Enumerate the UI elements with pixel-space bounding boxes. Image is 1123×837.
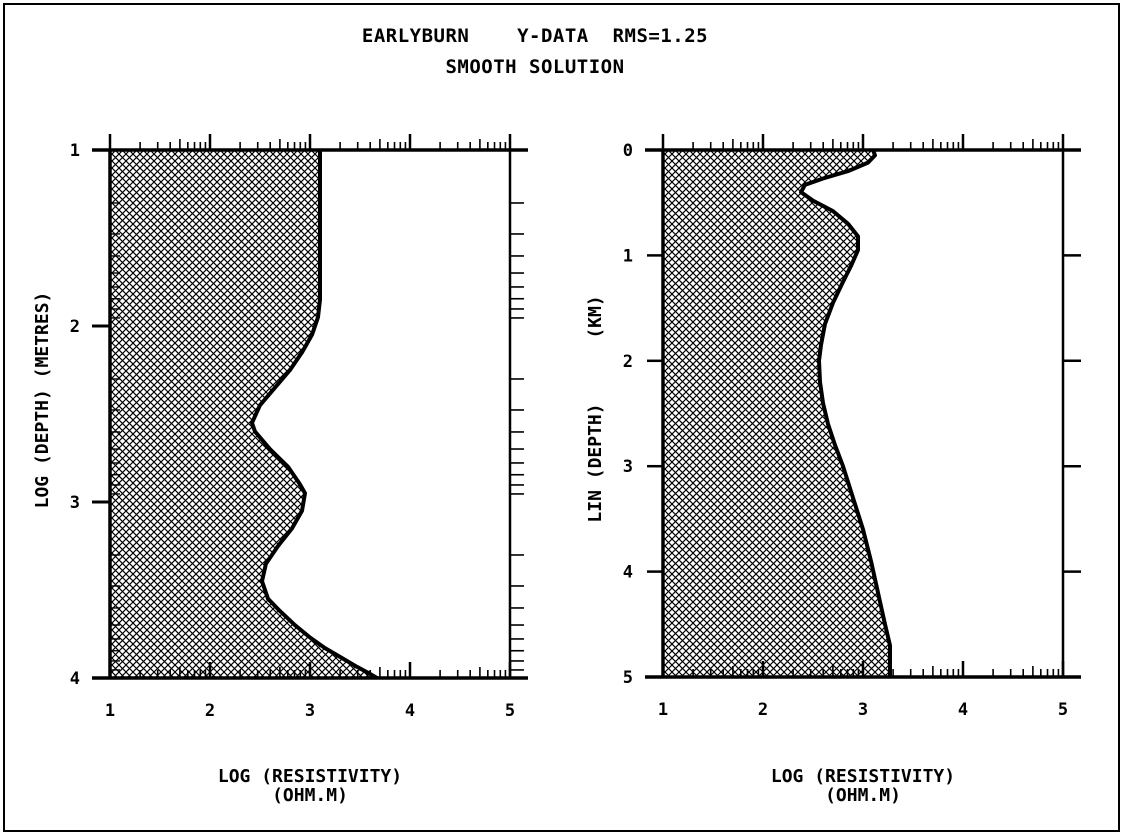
left-x-tick-label: 4: [405, 701, 415, 721]
left-x-tick-label: 2: [205, 701, 215, 721]
right-x-tick-label: 5: [1058, 700, 1068, 720]
right-x-tick-label: 4: [958, 700, 968, 720]
right-y-tick-label: 4: [623, 563, 633, 583]
left-ylabel: LOG (DEPTH) (METRES): [32, 292, 53, 509]
left-y-tick-label: 4: [70, 669, 80, 689]
chart-subtitle: SMOOTH SOLUTION: [445, 56, 624, 78]
left-fill-layer: [110, 150, 379, 680]
figure-frame: [3, 3, 1120, 832]
right-x-tick-label: 1: [658, 700, 668, 720]
right-axes-layer: 1 2 3 4 5 0 1 2 3 4 5: [623, 134, 1081, 720]
right-y-tick-label: 2: [623, 352, 633, 372]
right-y-tick-label: 3: [623, 457, 633, 477]
right-ylabel: LIN (DEPTH): [585, 403, 606, 522]
left-panel: 1 2 3 4 5 1 2 3 4 LOG (RESISTIVITY) (OHM.M) LOG …: [32, 134, 528, 806]
left-y-tick-label: 1: [70, 141, 80, 161]
left-xlabel: LOG (RESISTIVITY): [218, 766, 402, 787]
right-profile-line: [799, 149, 892, 677]
left-x-tick-label: 5: [505, 701, 515, 721]
right-y-tick-label: 1: [623, 246, 633, 266]
left-x-tick-label: 3: [305, 701, 315, 721]
left-y-tick-label: 2: [70, 317, 80, 337]
right-yunit: (KM): [585, 295, 606, 338]
right-profile-fill: [663, 150, 890, 677]
left-x-tick-label: 1: [105, 701, 115, 721]
left-xunit: (OHM.M): [272, 785, 348, 806]
left-profile-line: [250, 150, 379, 680]
left-y-tick-label: 3: [70, 493, 80, 513]
right-fill-layer: [663, 149, 892, 677]
right-xunit: (OHM.M): [825, 785, 901, 806]
right-x-tick-label: 3: [858, 700, 868, 720]
right-panel: 1 2 3 4 5 0 1 2 3 4 5 LOG (RESISTIVITY) (OHM.M) LI…: [585, 134, 1081, 806]
left-profile-fill: [110, 150, 377, 678]
right-xlabel: LOG (RESISTIVITY): [771, 766, 955, 787]
chart-title: EARLYBURN Y-DATA RMS=1.25: [362, 25, 708, 47]
left-axes-layer: 1 2 3 4 5 1 2 3 4: [70, 134, 528, 721]
right-x-tick-label: 2: [758, 700, 768, 720]
right-y-tick-label: 5: [623, 668, 633, 688]
right-y-tick-label: 0: [623, 141, 633, 161]
